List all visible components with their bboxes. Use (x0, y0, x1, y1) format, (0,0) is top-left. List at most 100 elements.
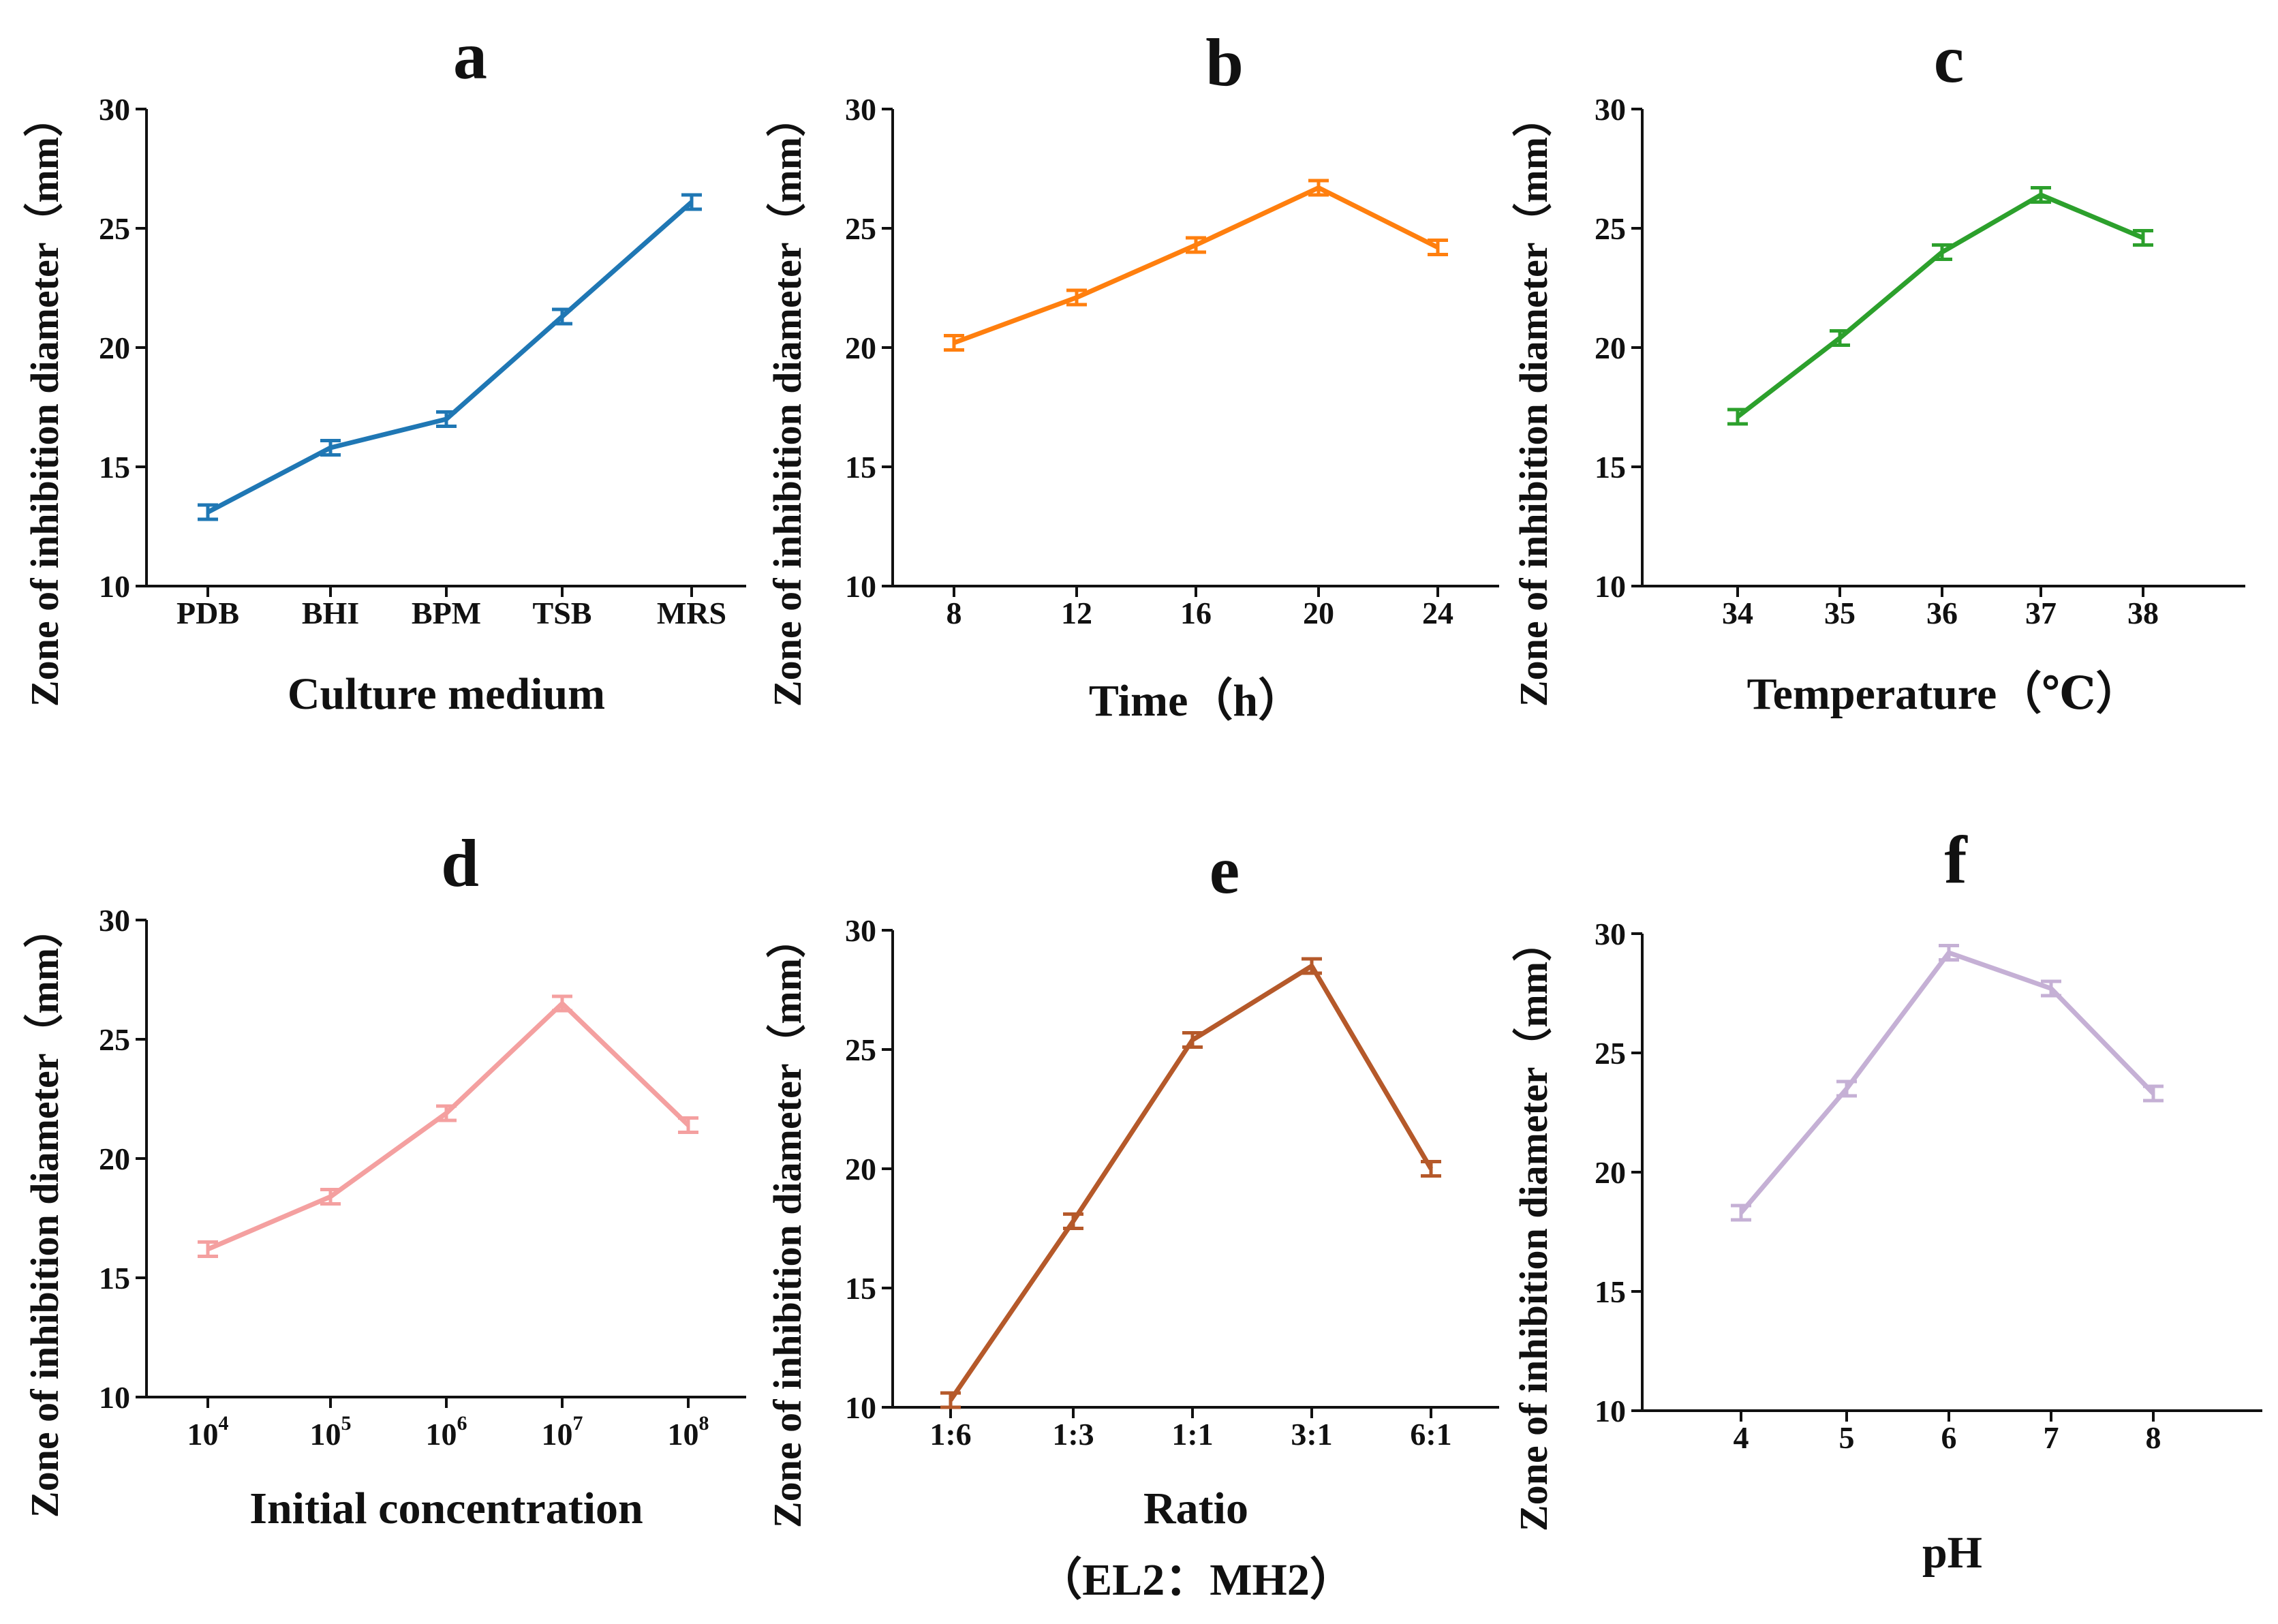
chart-panel-b: b 10 15 20 25 30 8 12 16 20 24 Time（h） Zone of inhib… (765, 25, 1499, 726)
x-tick-label: 8 (946, 596, 962, 630)
y-tick-label: 10 (99, 569, 130, 604)
x-tick-label: 7 (2044, 1420, 2059, 1455)
error-bar (436, 410, 457, 428)
y-tick-label: 30 (99, 92, 130, 127)
y-tick-label: 30 (1595, 917, 1626, 951)
x-tick-label: 107 (542, 1412, 583, 1452)
panel-letter: a (453, 18, 487, 93)
error-bar (1428, 239, 1448, 256)
series-line (953, 185, 1439, 346)
error-bar (1830, 329, 1850, 347)
x-tick-label: 20 (1303, 596, 1334, 630)
error-bar (1731, 1204, 1751, 1222)
y-tick-label: 15 (845, 1271, 876, 1306)
error-bar (1182, 1031, 1203, 1049)
x-tick-label: 35 (1824, 596, 1856, 630)
x-tick-label: 37 (2025, 596, 2057, 630)
x-tick-exponent: 6 (457, 1412, 467, 1435)
x-tick-exponent: 8 (699, 1412, 709, 1435)
chart-panel-f: f 10 15 20 25 30 4 5 6 7 8 pH Zone of inhibition dia… (1511, 822, 2262, 1578)
y-tick-label: 20 (1595, 331, 1626, 365)
x-axis-label: Ratio (1143, 1484, 1248, 1533)
x-tick-label: 106 (426, 1412, 467, 1452)
y-tick-label: 15 (845, 450, 876, 485)
y-tick-label: 10 (845, 1390, 876, 1425)
x-tick-exponent: 4 (219, 1412, 229, 1435)
panel-letter: c (1934, 21, 1964, 97)
error-bar (1932, 243, 1952, 261)
series-line (206, 1001, 690, 1252)
chart-panel-d: d 10 15 20 25 30 104 105 106 107 108 Initial concen… (22, 825, 746, 1533)
x-tick-label: 1:6 (929, 1417, 971, 1452)
y-tick-label: 25 (99, 211, 130, 246)
error-bar (2031, 186, 2051, 204)
y-axis-label: Zone of inhibition diameter（mm） (22, 908, 67, 1518)
y-tick-label: 30 (99, 903, 130, 938)
x-tick-label: 5 (1839, 1420, 1855, 1455)
y-tick-label: 15 (99, 450, 130, 485)
y-tick-label: 20 (845, 331, 876, 365)
y-tick-label: 10 (845, 569, 876, 604)
y-tick-label: 30 (845, 913, 876, 948)
error-bar (1421, 1160, 1441, 1178)
x-tick-label: 36 (1926, 596, 1958, 630)
x-axis-label: Temperature（℃） (1747, 669, 2141, 719)
panel-letter: e (1210, 832, 1240, 908)
series-line (206, 200, 694, 515)
y-tick-label: 20 (99, 1142, 130, 1176)
error-bar (678, 1116, 698, 1134)
chart-panel-e: e 10 15 20 25 30 1:6 1:3 1:1 3:1 6:1 Ratio （EL2：MH2）… (765, 832, 1499, 1605)
y-tick-label: 20 (1595, 1155, 1626, 1190)
x-tick-exponent: 7 (573, 1412, 583, 1435)
x-tick-label: 4 (1734, 1420, 1749, 1455)
error-bar (2143, 1084, 2164, 1103)
error-bar (1727, 408, 1748, 426)
y-axis-label: Zone of inhibition diameter（mm） (765, 919, 810, 1528)
x-tick-label: 104 (187, 1412, 229, 1452)
x-tick-exponent: 5 (341, 1412, 352, 1435)
error-bar (1186, 236, 1206, 254)
y-tick-label: 30 (845, 92, 876, 127)
x-tick-label: BPM (412, 596, 481, 630)
series-line (1736, 192, 2144, 419)
chart-panel-c: c 10 15 20 25 30 34 35 36 37 38 Temperature（℃） Zone … (1511, 21, 2245, 719)
error-bar (320, 1188, 341, 1206)
error-bar (436, 1104, 457, 1122)
error-bar (198, 503, 218, 521)
x-tick-label: 16 (1180, 596, 1212, 630)
y-tick-label: 20 (845, 1152, 876, 1186)
error-bar (1063, 1212, 1083, 1230)
x-tick-label: PDB (176, 596, 239, 630)
y-tick-label: 15 (99, 1261, 130, 1296)
error-bar (552, 994, 572, 1013)
error-bar (681, 193, 702, 211)
error-bar (1066, 288, 1087, 307)
x-tick-label: 8 (2146, 1420, 2161, 1455)
y-tick-label: 10 (1595, 1394, 1626, 1428)
error-bar (552, 307, 572, 326)
x-tick-label: 38 (2127, 596, 2159, 630)
error-bar (2133, 229, 2153, 247)
x-axis-label: Culture medium (288, 669, 605, 719)
chart-panel-a: a 10 15 20 25 30 PDB BHI BPM TSB MRS Culture medium… (22, 18, 746, 719)
y-tick-label: 30 (1595, 92, 1626, 127)
error-bar (1308, 179, 1329, 197)
error-bar (198, 1240, 218, 1258)
x-axis-label: （EL2：MH2） (1037, 1554, 1355, 1605)
x-tick-label: 105 (310, 1412, 352, 1452)
x-tick-label: 108 (668, 1412, 709, 1452)
x-tick-label: MRS (657, 596, 726, 630)
y-tick-label: 10 (99, 1380, 130, 1415)
error-bar (1836, 1079, 1857, 1098)
x-tick-label: 3:1 (1291, 1417, 1332, 1452)
x-tick-label: 24 (1422, 596, 1453, 630)
y-axis-label: Zone of inhibition diameter（mm） (22, 97, 67, 707)
x-axis-label: Initial concentration (249, 1484, 643, 1533)
x-tick-label: 6 (1941, 1420, 1957, 1455)
error-bar (2041, 979, 2061, 998)
x-tick-label: 1:3 (1052, 1417, 1094, 1452)
x-tick-label: 1:1 (1171, 1417, 1213, 1452)
panel-letter: f (1944, 822, 1968, 898)
y-tick-label: 25 (845, 211, 876, 246)
